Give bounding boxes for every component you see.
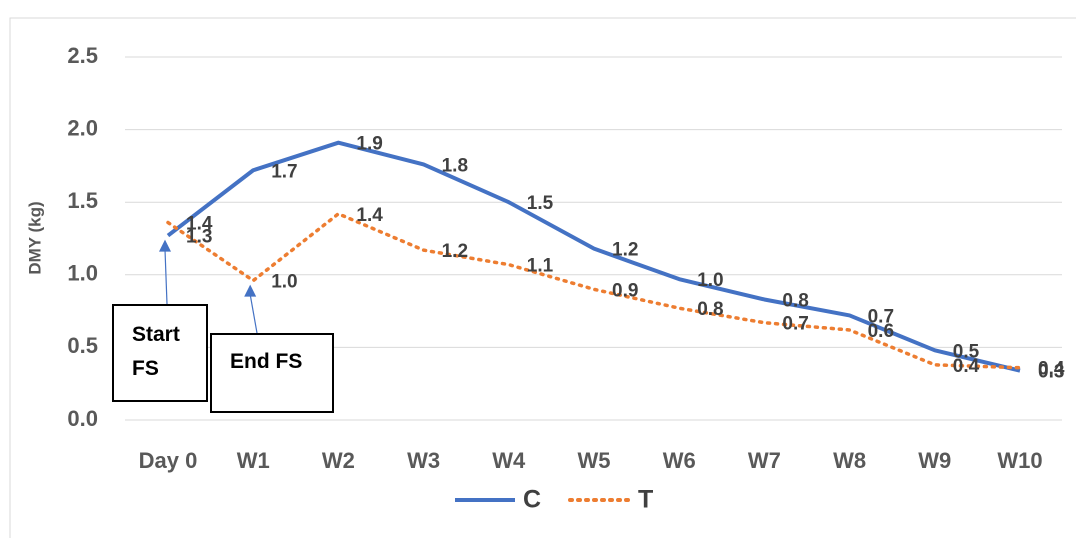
- series-line: [166, 140, 1021, 373]
- data-label: 0.7: [868, 306, 894, 327]
- y-axis-label: DMY (kg): [25, 201, 44, 274]
- x-tick-label: W4: [492, 448, 526, 473]
- data-label: 1.8: [442, 155, 468, 176]
- x-tick-label: W1: [237, 448, 270, 473]
- annotation-box: Start FS: [112, 304, 208, 402]
- data-label: 1.1: [527, 256, 554, 277]
- series-line: [166, 212, 1022, 370]
- y-tick-label: 1.0: [67, 261, 98, 286]
- data-label: 0.8: [782, 290, 808, 311]
- x-tick-label: W9: [918, 448, 951, 473]
- x-tick-label: W8: [833, 448, 866, 473]
- data-label: 1.3: [186, 227, 212, 248]
- x-tick-label: W7: [748, 448, 781, 473]
- data-label: 0.5: [953, 341, 980, 362]
- data-label: 1.4: [186, 214, 213, 235]
- data-label: 1.4: [356, 205, 383, 226]
- x-tick-label: W3: [407, 448, 440, 473]
- chart-frame: [9, 17, 1076, 538]
- y-tick-label: 2.0: [67, 115, 98, 140]
- x-tick-label: W6: [663, 448, 696, 473]
- data-label: 0.6: [868, 321, 894, 342]
- y-tick-label: 0.0: [67, 406, 98, 431]
- annotation-arrowhead: [159, 239, 171, 252]
- data-label: 1.2: [612, 240, 638, 261]
- data-label: 0.4: [1038, 359, 1065, 380]
- x-tick-label: W10: [997, 448, 1042, 473]
- x-tick-label: W5: [578, 448, 611, 473]
- data-label: 1.9: [356, 134, 382, 155]
- annotation-arrowhead: [244, 284, 257, 297]
- data-label: 1.0: [271, 272, 297, 293]
- annotation-arrow: [164, 249, 168, 305]
- data-label: 1.7: [271, 161, 297, 182]
- annotation-box: End FS: [210, 333, 334, 413]
- data-label: 0.4: [953, 356, 980, 377]
- data-label: 1.0: [697, 270, 723, 291]
- y-tick-label: 1.5: [67, 188, 98, 213]
- legend-label: C: [523, 486, 541, 514]
- x-tick-label: Day 0: [139, 448, 198, 473]
- data-label: 0.8: [697, 299, 723, 320]
- y-tick-label: 2.5: [67, 43, 98, 68]
- legend-label: T: [638, 486, 653, 514]
- annotation-arrow: [249, 294, 258, 334]
- data-label: 0.7: [782, 314, 808, 335]
- data-label: 0.9: [612, 280, 638, 301]
- data-label: 1.2: [442, 241, 468, 262]
- data-label: 0.3: [1038, 362, 1064, 383]
- data-label: 1.5: [527, 193, 554, 214]
- y-tick-label: 0.5: [67, 333, 98, 358]
- x-tick-label: W2: [322, 448, 355, 473]
